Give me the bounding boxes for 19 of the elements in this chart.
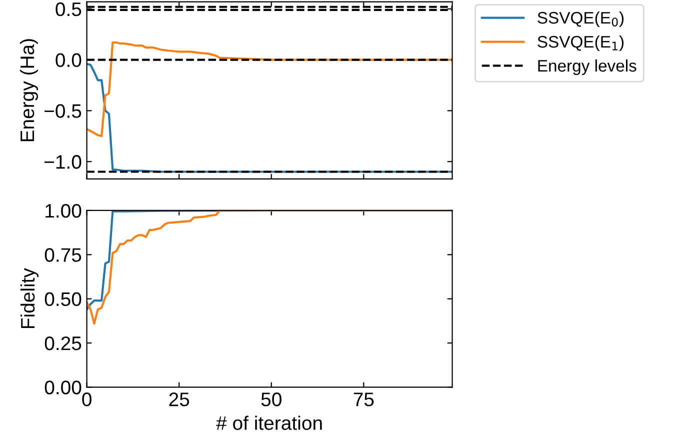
legend-label: Energy levels xyxy=(538,59,636,76)
x-tick-label: 0 xyxy=(82,392,92,406)
y-tick-label: 0.75 xyxy=(44,248,82,262)
x-axis-title: # of iteration xyxy=(216,416,322,430)
legend-label: SSVQE(E$_{0}$) xyxy=(538,11,624,27)
y-tick-label: 1.00 xyxy=(46,204,82,218)
y-tick-label: 0.50 xyxy=(44,292,82,306)
y-tick-label: 0.0 xyxy=(56,53,82,68)
y-axis-title: Fidelity xyxy=(20,268,39,328)
y-tick-label: −1.0 xyxy=(44,155,82,169)
y-axis-title: Energy (Ha) xyxy=(20,39,38,142)
x-tick-label: 25 xyxy=(169,392,190,406)
y-tick-label: −0.5 xyxy=(44,104,82,118)
y-tick-label: 0.5 xyxy=(56,2,82,16)
x-tick-label: 50 xyxy=(261,392,282,406)
legend-label: SSVQE(E$_{1}$) xyxy=(538,35,624,51)
y-tick-label: 0.00 xyxy=(44,380,82,394)
x-tick-label: 75 xyxy=(354,392,374,406)
y-tick-label: 0.25 xyxy=(44,336,82,350)
